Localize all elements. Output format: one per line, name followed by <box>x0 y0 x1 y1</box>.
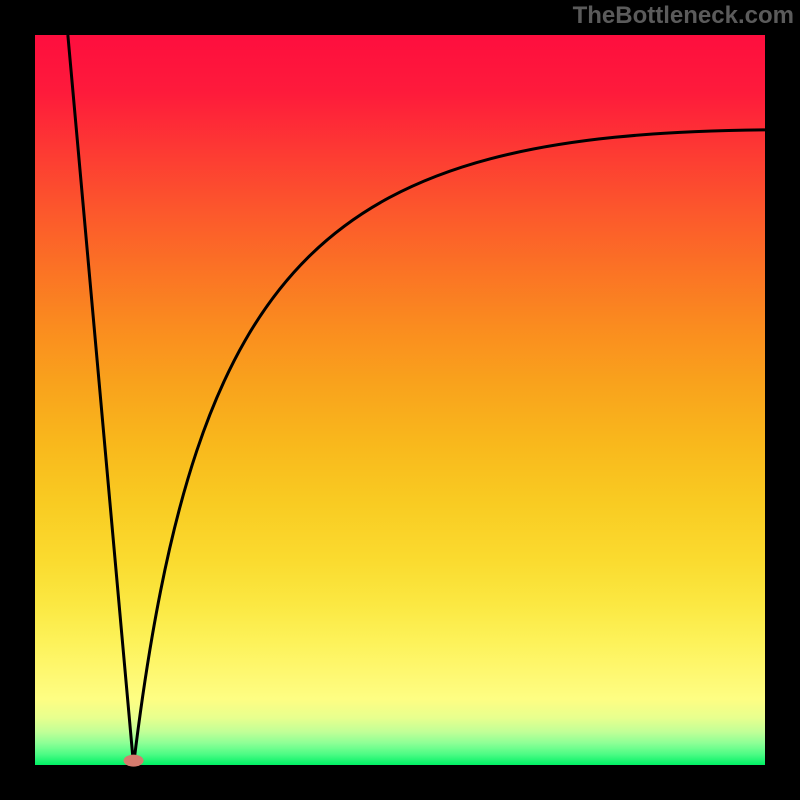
attribution-text: TheBottleneck.com <box>573 2 794 30</box>
optimal-point-marker <box>124 755 144 767</box>
plot-background <box>35 35 765 765</box>
bottleneck-chart: TheBottleneck.com <box>0 0 800 800</box>
chart-svg <box>0 0 800 800</box>
